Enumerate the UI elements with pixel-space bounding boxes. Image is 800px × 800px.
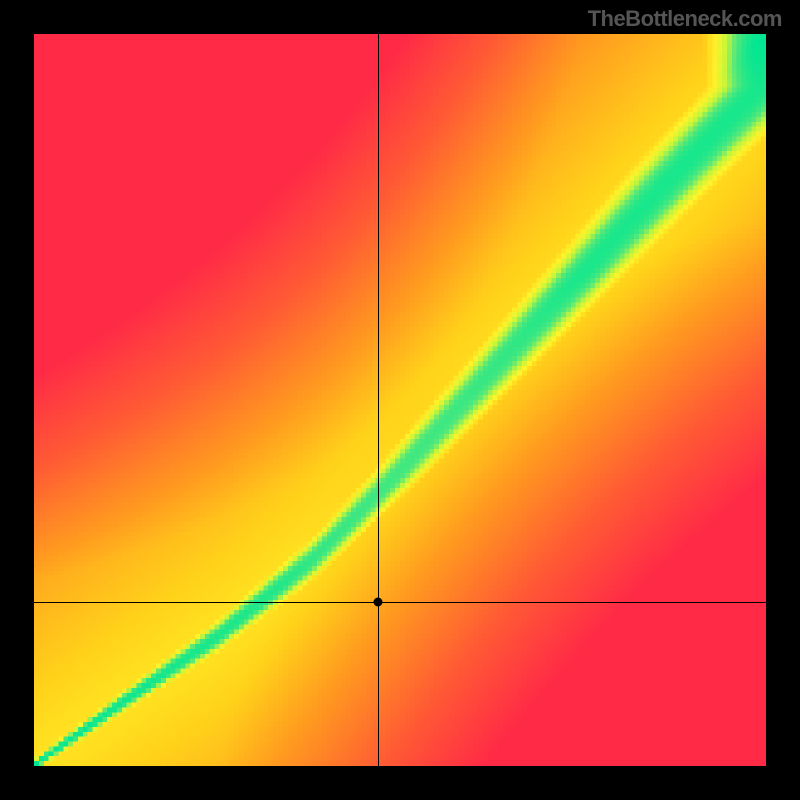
crosshair-horizontal — [34, 602, 766, 603]
crosshair-vertical — [378, 34, 379, 766]
bottleneck-heatmap — [34, 34, 766, 766]
crosshair-marker — [374, 598, 383, 607]
chart-container: { "watermark": { "text": "TheBottleneck.… — [0, 0, 800, 800]
watermark-text: TheBottleneck.com — [588, 6, 782, 32]
